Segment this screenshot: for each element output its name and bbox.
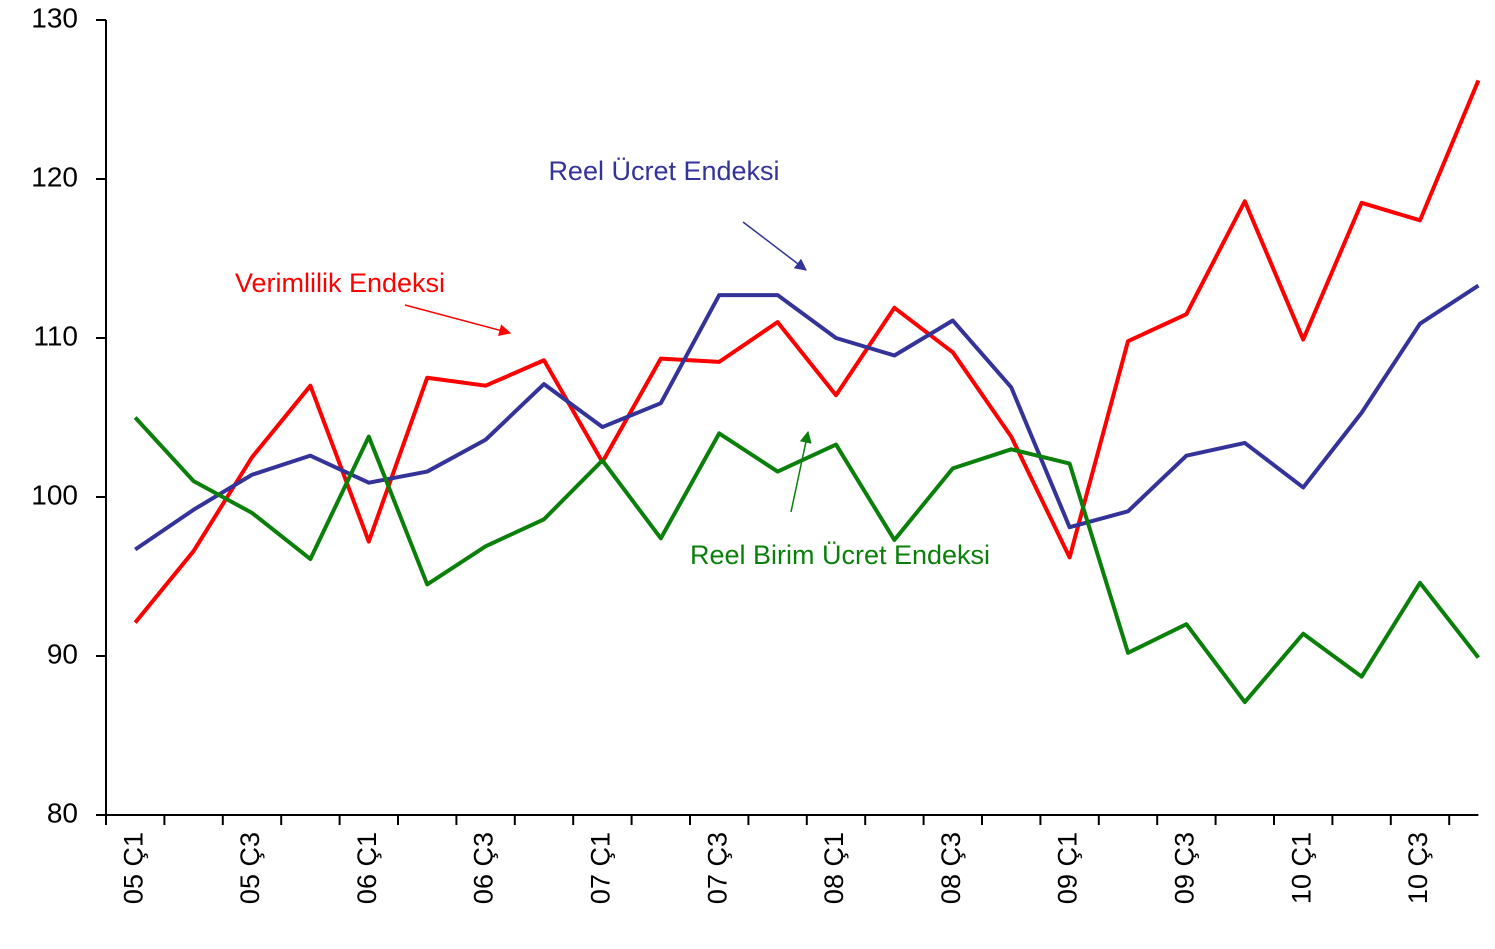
x-tick-label: 06 Ç3: [469, 832, 499, 904]
series-annotation: Verimlilik Endeksi: [235, 268, 445, 298]
y-tick-label: 120: [31, 161, 78, 192]
y-tick-label: 80: [47, 797, 78, 828]
annotation-arrow: [404, 304, 512, 337]
y-tick-label: 130: [31, 2, 78, 33]
x-tick-label: 09 Ç3: [1170, 832, 1200, 904]
x-tick-label: 10 Ç3: [1403, 832, 1433, 904]
x-tick-label: 07 Ç3: [702, 832, 732, 904]
x-tick-label: 09 Ç1: [1053, 832, 1083, 904]
x-tick-label: 08 Ç1: [819, 832, 849, 904]
series-line: [133, 79, 1481, 624]
x-tick-label: 05 Ç3: [235, 832, 265, 904]
series-annotation: Reel Birim Ücret Endeksi: [690, 540, 990, 570]
x-tick-label: 08 Ç3: [936, 832, 966, 904]
series-line: [134, 283, 1480, 552]
annotation-arrow: [790, 430, 812, 513]
series-line: [133, 416, 1480, 705]
x-tick-label: 05 Ç1: [118, 832, 148, 904]
x-tick-label: 06 Ç1: [352, 832, 382, 904]
x-tick-label: 10 Ç1: [1286, 832, 1316, 904]
annotation-arrow: [742, 221, 807, 271]
y-tick-label: 100: [31, 479, 78, 510]
series-annotation: Reel Ücret Endeksi: [548, 156, 779, 186]
y-tick-label: 90: [47, 638, 78, 669]
y-tick-label: 110: [33, 320, 78, 351]
x-tick-label: 07 Ç1: [586, 832, 616, 904]
